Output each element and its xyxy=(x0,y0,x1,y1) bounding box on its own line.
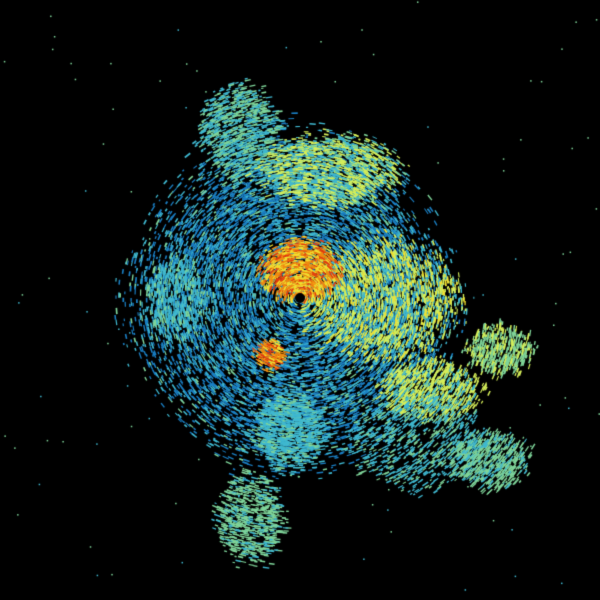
radar-echo-field xyxy=(0,0,600,600)
radar-image xyxy=(0,0,600,600)
